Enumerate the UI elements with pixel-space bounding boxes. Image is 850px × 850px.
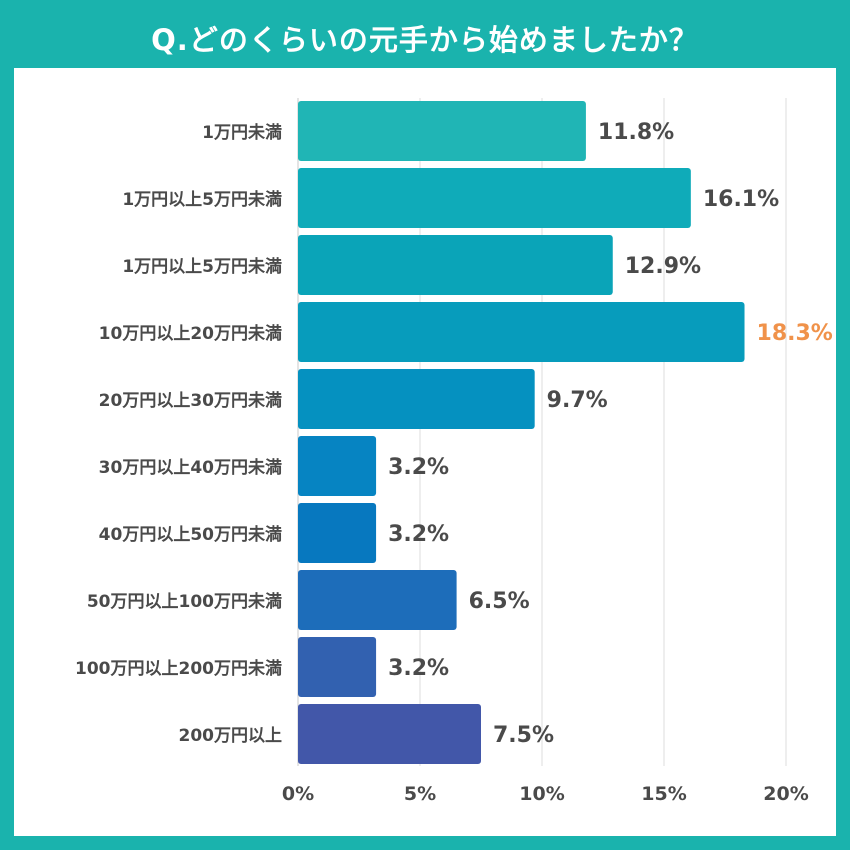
value-label: 9.7% <box>547 388 608 413</box>
value-label: 18.3% <box>757 321 833 346</box>
bar <box>298 235 613 295</box>
value-label: 7.5% <box>493 723 554 748</box>
bar <box>298 570 457 630</box>
value-label: 3.2% <box>388 656 449 681</box>
bar <box>298 637 377 697</box>
category-label: 1万円以上5万円未満 <box>122 189 282 210</box>
bar <box>298 704 481 764</box>
category-label: 20万円以上30万円未満 <box>99 390 282 411</box>
value-label: 12.9% <box>625 254 701 279</box>
category-label: 100万円以上200万円未満 <box>75 658 282 679</box>
bar-chart: 1万円未満 11.8% 1万円以上5万円未満 16.1% 1万円以上5万円未満 12.9%… <box>75 98 833 805</box>
bar <box>298 503 377 563</box>
category-label: 50万円以上100万円未満 <box>87 591 282 612</box>
category-label: 1万円以上5万円未満 <box>122 256 282 277</box>
value-label: 16.1% <box>703 187 779 212</box>
category-label: 40万円以上50万円未満 <box>99 524 282 545</box>
value-label: 3.2% <box>388 455 449 480</box>
value-label: 6.5% <box>469 589 530 614</box>
category-label: 200万円以上 <box>179 726 283 746</box>
x-tick-label: 5% <box>404 783 436 805</box>
x-tick-label: 10% <box>519 783 564 805</box>
category-label: 10万円以上20万円未満 <box>99 323 282 344</box>
chart-panel: 1万円未満 11.8% 1万円以上5万円未満 16.1% 1万円以上5万円未満 12.9%… <box>14 68 836 836</box>
category-label: 30万円以上40万円未満 <box>99 457 282 478</box>
bar <box>298 436 377 496</box>
category-label: 1万円未満 <box>202 122 282 143</box>
bar <box>298 369 535 429</box>
bar <box>298 168 691 228</box>
x-tick-label: 0% <box>282 783 314 805</box>
chart-title: Q.どのくらいの元手から始めましたか？ <box>151 23 699 57</box>
x-tick-label: 20% <box>763 783 808 805</box>
bar <box>298 101 586 161</box>
value-label: 3.2% <box>388 522 449 547</box>
value-label: 11.8% <box>598 120 674 145</box>
x-tick-label: 15% <box>641 783 686 805</box>
bar <box>298 302 745 362</box>
